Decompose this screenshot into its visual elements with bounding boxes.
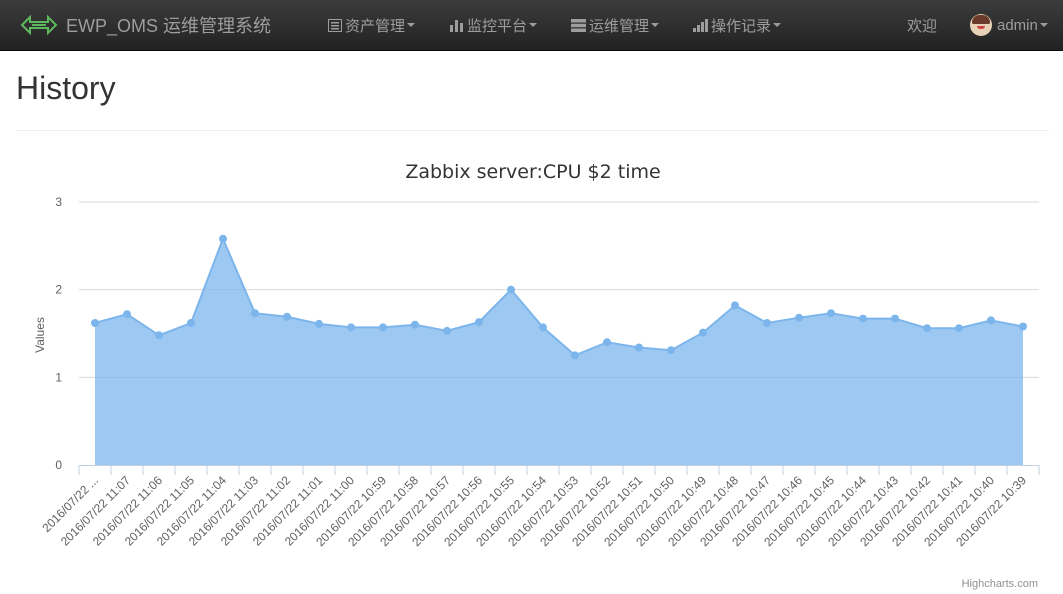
data-point (187, 319, 195, 327)
data-point (891, 314, 899, 323)
data-point (155, 331, 163, 340)
menu-asset-management[interactable]: 资产管理 (328, 0, 416, 50)
avatar (970, 14, 992, 36)
data-point (763, 319, 771, 327)
top-navbar: EWP_OMS 运维管理系统 资产管理 监控平台 运维管理 (0, 0, 1063, 51)
menu-operation-records-label: 操作记录 (711, 17, 772, 35)
x-axis-labels: 2016/07/22 ...2016/07/22 11:072016/07/22… (39, 473, 1029, 549)
server-icon (571, 18, 586, 32)
menu-ops-management[interactable]: 运维管理 (571, 0, 660, 50)
user-name: admin (997, 16, 1038, 34)
data-point (603, 338, 611, 347)
menu-ops-management-label: 运维管理 (589, 17, 650, 35)
x-axis-ticks (78, 465, 1040, 475)
welcome-text: 欢迎 (907, 0, 937, 50)
caret-down-icon (529, 23, 538, 27)
data-point (507, 285, 515, 294)
menu-asset-management-label: 资产管理 (345, 17, 406, 35)
data-point (379, 323, 387, 332)
data-point (635, 343, 643, 352)
series-area (95, 238, 1023, 465)
data-point (731, 301, 739, 310)
y-axis-ticks: 0 1 2 3 (55, 195, 62, 472)
brand-logo-icon (20, 14, 58, 36)
caret-down-icon (651, 23, 660, 27)
data-point (315, 319, 323, 328)
data-point (987, 316, 995, 325)
y-axis-title: Values (33, 317, 47, 353)
chart-title: Zabbix server:CPU $2 time (405, 161, 660, 183)
bar-chart-icon (450, 19, 463, 32)
data-point (667, 346, 675, 355)
y-tick-label: 2 (55, 283, 62, 297)
data-point (123, 310, 131, 319)
caret-down-icon (773, 23, 782, 27)
data-point (795, 313, 803, 322)
highcharts-credit[interactable]: Highcharts.com (962, 578, 1038, 590)
data-point (699, 328, 707, 337)
y-tick-label: 3 (55, 195, 62, 209)
y-tick-label: 1 (55, 370, 62, 384)
data-point (923, 324, 931, 333)
data-point (1019, 322, 1027, 331)
data-point (347, 323, 355, 332)
data-point (955, 324, 963, 333)
data-point (251, 309, 259, 318)
welcome-label: 欢迎 (907, 17, 938, 35)
menu-monitoring-platform-label: 监控平台 (467, 17, 528, 35)
data-point (411, 320, 419, 329)
history-chart: Zabbix server:CPU $2 time Values 0 1 2 3 20… (33, 161, 1040, 590)
caret-down-icon (407, 23, 416, 27)
data-point (827, 309, 835, 318)
data-point (219, 234, 227, 243)
data-point (283, 312, 291, 321)
caret-down-icon (1039, 23, 1048, 27)
tasks-icon (693, 18, 708, 32)
brand-title: EWP_OMS 运维管理系统 (66, 16, 272, 36)
data-point (91, 319, 99, 327)
menu-monitoring-platform[interactable]: 监控平台 (450, 0, 538, 50)
list-icon (328, 18, 342, 32)
y-tick-label: 0 (55, 458, 62, 472)
page-title: History (16, 70, 116, 106)
data-point (539, 323, 547, 332)
series-line (94, 236, 1024, 357)
data-point (475, 318, 483, 327)
data-point (443, 326, 451, 335)
header-divider (16, 130, 1049, 131)
menu-operation-records[interactable]: 操作记录 (693, 0, 782, 50)
series-points (91, 234, 1027, 360)
data-point (571, 351, 579, 360)
brand[interactable]: EWP_OMS 运维管理系统 (18, 0, 271, 50)
data-point (859, 314, 867, 323)
user-menu[interactable]: admin (970, 0, 1048, 50)
